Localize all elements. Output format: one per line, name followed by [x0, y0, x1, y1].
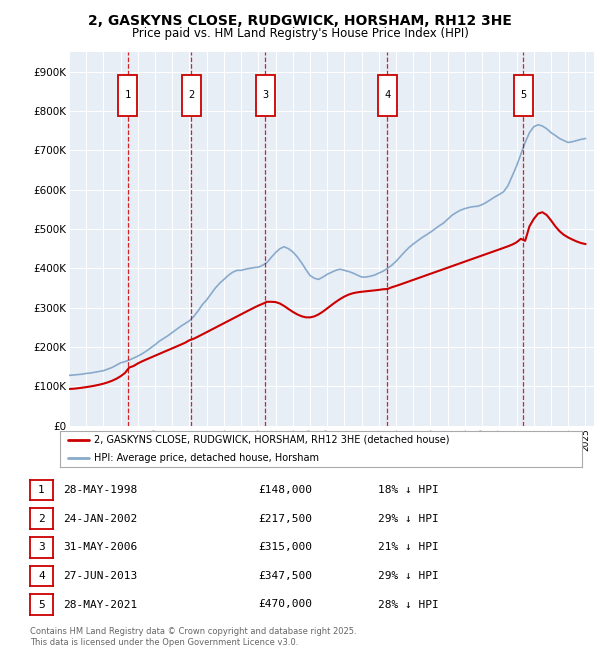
Text: 28-MAY-1998: 28-MAY-1998 — [63, 485, 137, 495]
Text: 2, GASKYNS CLOSE, RUDGWICK, HORSHAM, RH12 3HE: 2, GASKYNS CLOSE, RUDGWICK, HORSHAM, RH1… — [88, 14, 512, 29]
Text: 5: 5 — [520, 90, 527, 100]
Text: Price paid vs. HM Land Registry's House Price Index (HPI): Price paid vs. HM Land Registry's House … — [131, 27, 469, 40]
Text: 5: 5 — [38, 599, 45, 610]
Text: 24-JAN-2002: 24-JAN-2002 — [63, 514, 137, 524]
Text: 21% ↓ HPI: 21% ↓ HPI — [378, 542, 439, 552]
Text: £148,000: £148,000 — [258, 485, 312, 495]
Text: Contains HM Land Registry data © Crown copyright and database right 2025.
This d: Contains HM Land Registry data © Crown c… — [30, 627, 356, 647]
FancyBboxPatch shape — [118, 75, 137, 116]
FancyBboxPatch shape — [182, 75, 200, 116]
Text: 2, GASKYNS CLOSE, RUDGWICK, HORSHAM, RH12 3HE (detached house): 2, GASKYNS CLOSE, RUDGWICK, HORSHAM, RH1… — [94, 435, 449, 445]
Text: 27-JUN-2013: 27-JUN-2013 — [63, 571, 137, 581]
Text: 18% ↓ HPI: 18% ↓ HPI — [378, 485, 439, 495]
Text: £347,500: £347,500 — [258, 571, 312, 581]
FancyBboxPatch shape — [514, 75, 533, 116]
Text: 2: 2 — [38, 514, 45, 524]
Text: 4: 4 — [385, 90, 391, 100]
Text: 2: 2 — [188, 90, 194, 100]
Text: HPI: Average price, detached house, Horsham: HPI: Average price, detached house, Hors… — [94, 453, 319, 463]
Text: 1: 1 — [38, 485, 45, 495]
Text: £315,000: £315,000 — [258, 542, 312, 552]
Text: 4: 4 — [38, 571, 45, 581]
Text: 3: 3 — [38, 542, 45, 552]
Text: £470,000: £470,000 — [258, 599, 312, 610]
Text: 1: 1 — [124, 90, 131, 100]
Text: 28% ↓ HPI: 28% ↓ HPI — [378, 599, 439, 610]
Text: 31-MAY-2006: 31-MAY-2006 — [63, 542, 137, 552]
Text: 29% ↓ HPI: 29% ↓ HPI — [378, 514, 439, 524]
Text: 28-MAY-2021: 28-MAY-2021 — [63, 599, 137, 610]
Text: 29% ↓ HPI: 29% ↓ HPI — [378, 571, 439, 581]
FancyBboxPatch shape — [378, 75, 397, 116]
Text: 3: 3 — [262, 90, 268, 100]
Text: £217,500: £217,500 — [258, 514, 312, 524]
FancyBboxPatch shape — [256, 75, 275, 116]
